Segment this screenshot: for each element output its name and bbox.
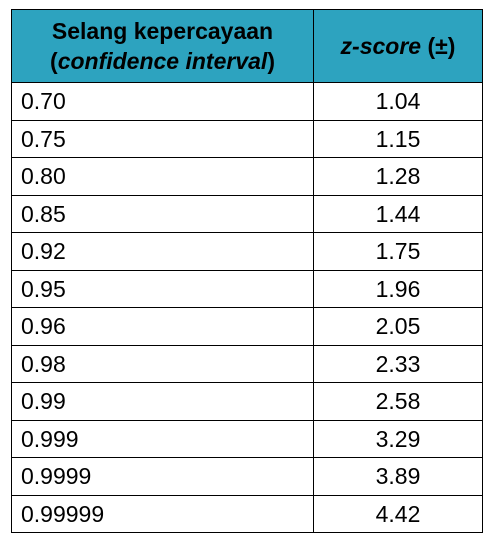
header-confidence-line1: Selang kepercayaan: [51, 18, 274, 44]
z-score-cell: 1.96: [313, 269, 483, 308]
z-score-cell: 1.75: [313, 232, 483, 271]
header-confidence-line2: (confidence interval): [12, 46, 313, 76]
header-confidence-interval: Selang kepercayaan (confidence interval): [11, 9, 314, 83]
z-score-cell: 3.29: [313, 419, 483, 458]
table-body: 0.70 1.04 0.75 1.15 0.80 1.28 0.85 1.44 0.92 1.75…: [11, 82, 483, 533]
z-score-cell: 1.44: [313, 194, 483, 233]
z-score-cell: 1.28: [313, 157, 483, 196]
table-row: 0.96 2.05: [11, 307, 483, 346]
header-z-score-label: z-score: [340, 33, 422, 59]
table-row: 0.99 2.58: [11, 382, 483, 421]
table-row: 0.98 2.33: [11, 344, 483, 383]
z-score-cell: 2.33: [313, 344, 483, 383]
z-score-cell: 1.04: [313, 82, 483, 121]
table-row: 0.9999 3.89: [11, 457, 483, 496]
confidence-cell: 0.96: [11, 307, 314, 346]
header-paren-open: (: [50, 48, 58, 74]
z-score-cell: 3.89: [313, 457, 483, 496]
confidence-cell: 0.80: [11, 157, 314, 196]
confidence-cell: 0.92: [11, 232, 314, 271]
z-score-cell: 2.05: [313, 307, 483, 346]
table-row: 0.80 1.28: [11, 157, 483, 196]
confidence-cell: 0.9999: [11, 457, 314, 496]
table-row: 0.70 1.04: [11, 82, 483, 121]
table-row: 0.92 1.75: [11, 232, 483, 271]
header-z-score: z-score (±): [313, 9, 483, 83]
z-score-cell: 2.58: [313, 382, 483, 421]
confidence-cell: 0.99999: [11, 494, 314, 533]
confidence-cell: 0.75: [11, 119, 314, 158]
header-row: Selang kepercayaan (confidence interval)…: [11, 9, 483, 83]
table-row: 0.75 1.15: [11, 119, 483, 158]
z-score-cell: 1.15: [313, 119, 483, 158]
header-z-score-suffix: (±): [421, 33, 456, 59]
confidence-cell: 0.70: [11, 82, 314, 121]
table-row: 0.999 3.29: [11, 419, 483, 458]
header-paren-close: ): [267, 48, 275, 74]
confidence-cell: 0.98: [11, 344, 314, 383]
z-score-table-container: Selang kepercayaan (confidence interval)…: [11, 9, 483, 533]
confidence-cell: 0.999: [11, 419, 314, 458]
confidence-cell: 0.95: [11, 269, 314, 308]
confidence-cell: 0.99: [11, 382, 314, 421]
z-score-cell: 4.42: [313, 494, 483, 533]
table-row: 0.85 1.44: [11, 194, 483, 233]
header-confidence-english: confidence interval: [57, 48, 268, 74]
z-score-table: Selang kepercayaan (confidence interval)…: [11, 9, 483, 533]
confidence-cell: 0.85: [11, 194, 314, 233]
table-header: Selang kepercayaan (confidence interval)…: [11, 9, 483, 83]
table-row: 0.95 1.96: [11, 269, 483, 308]
table-row: 0.99999 4.42: [11, 494, 483, 533]
